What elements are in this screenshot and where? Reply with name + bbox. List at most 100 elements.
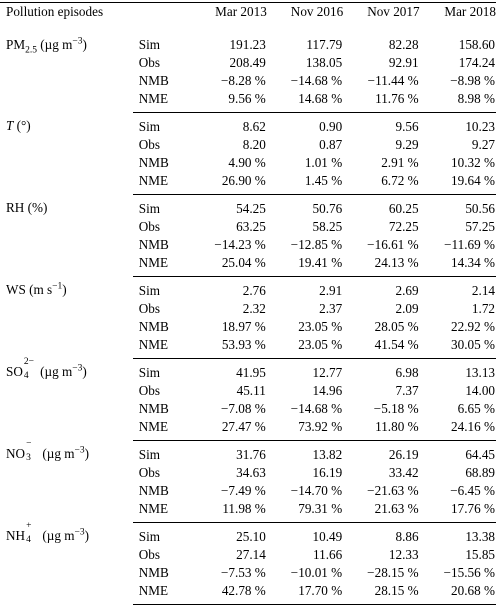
stat-label: Sim: [138, 446, 161, 462]
cell-mar-2018: 50.56: [465, 200, 495, 216]
header-stat-spacer: [132, 2, 184, 31]
table-row: T (°) Sim 8.62 0.90 9.56 10.23: [0, 112, 496, 136]
cell-nov-2016: −12.85 %: [290, 236, 343, 252]
cell-nov-2016: 73.92 %: [266, 417, 344, 441]
header-col-nov-2017: Nov 2017: [343, 2, 420, 31]
table-header: Pollution episodes Mar 2013 Nov 2016 Nov…: [0, 2, 496, 31]
cell-mar-2018: 15.85: [465, 546, 495, 562]
variable-main: NO: [6, 446, 26, 461]
stat-label: NME: [132, 417, 184, 441]
cell-nov-2016: −14.68 %: [290, 72, 343, 88]
stat-label: Obs: [138, 382, 161, 398]
stat-label: Sim: [138, 282, 161, 298]
cell-nov-2016: 13.82: [312, 446, 343, 462]
cell-mar-2013: 25.04 %: [183, 253, 267, 277]
variable-main: NH: [6, 528, 26, 543]
cell-nov-2017: 2.69: [395, 282, 419, 298]
cell-mar-2018: −6.45 %: [450, 482, 495, 498]
cell-nov-2017: 72.25: [388, 218, 419, 234]
cell-mar-2013: 45.11: [236, 382, 266, 398]
table-row: NMB −7.53 % −10.01 % −28.15 % −15.56 %: [0, 564, 496, 582]
header-col-mar-2018: Mar 2018: [419, 2, 496, 31]
cell-nov-2017: 2.09: [395, 300, 419, 316]
cell-mar-2013: 31.76: [236, 446, 266, 462]
variable-name: PM2.5 (µg m−3): [0, 31, 133, 113]
group-so4: SO 2− 4 (µg m−3) Sim 41.95 12.77 6.98 13.13 Obs 4…: [0, 357, 496, 441]
variable-name: WS (m s−1): [0, 276, 133, 358]
cell-nov-2017: −5.18 %: [373, 400, 419, 416]
variable-unit: (µg m: [39, 528, 75, 543]
cell-mar-2013: 42.78 %: [183, 581, 267, 605]
cell-mar-2013: 26.90 %: [183, 171, 267, 195]
variable-name: NH +4 (µg m−3): [0, 521, 133, 604]
cell-nov-2017: −21.63 %: [367, 482, 419, 498]
unit-close: ): [62, 282, 67, 297]
cell-nov-2016: 16.19: [312, 464, 343, 480]
table-row: NME 11.98 % 79.31 % 21.63 % 17.76 %: [0, 499, 496, 523]
table-row: NME 42.78 % 17.70 % 28.15 % 20.68 %: [0, 581, 496, 605]
cell-nov-2016: 1.01 %: [304, 154, 343, 170]
cell-mar-2013: 2.32: [242, 300, 266, 316]
cell-mar-2013: 4.90 %: [228, 154, 266, 170]
variable-unit: (%): [24, 200, 48, 215]
stat-label: NMB: [138, 482, 169, 498]
table-row: NME 9.56 % 14.68 % 11.76 % 8.98 %: [0, 89, 496, 113]
cell-mar-2013: 8.20: [242, 136, 266, 152]
cell-nov-2017: −28.15 %: [367, 564, 419, 580]
cell-mar-2018: 2.14: [471, 282, 495, 298]
cell-mar-2018: 30.05 %: [419, 335, 496, 359]
stat-label: Sim: [138, 200, 161, 216]
stat-label: NME: [132, 499, 184, 523]
cell-nov-2016: 2.37: [319, 300, 343, 316]
stat-label: Sim: [138, 364, 161, 380]
header-col-nov-2016: Nov 2016: [266, 2, 344, 31]
cell-nov-2016: 11.66: [313, 546, 343, 562]
table-row: Obs 2.32 2.37 2.09 1.72: [0, 300, 496, 318]
cell-mar-2018: 14.00: [465, 382, 495, 398]
header-col-mar-2013: Mar 2013: [183, 2, 267, 31]
stat-label: Sim: [138, 528, 161, 544]
cell-mar-2013: 27.14: [236, 546, 266, 562]
variable-name: RH (%): [0, 194, 133, 276]
variable-unit: (µg m: [39, 446, 75, 461]
stat-label: NMB: [138, 564, 169, 580]
table-row: Obs 8.20 0.87 9.29 9.27: [0, 136, 496, 154]
table-row: Obs 34.63 16.19 33.42 68.89: [0, 464, 496, 482]
cell-mar-2018: 10.32 %: [451, 154, 495, 170]
table-row: NMB −7.49 % −14.70 % −21.63 % −6.45 %: [0, 482, 496, 500]
table-row: NME 25.04 % 19.41 % 24.13 % 14.34 %: [0, 253, 496, 277]
cell-mar-2018: 8.98 %: [419, 89, 496, 113]
cell-mar-2013: 8.62: [242, 118, 266, 134]
cell-nov-2017: 11.80 %: [343, 417, 420, 441]
cell-mar-2018: −15.56 %: [443, 564, 495, 580]
ion-script-stack: 2− 4: [23, 357, 34, 381]
cell-nov-2017: 28.05 %: [374, 318, 419, 334]
cell-mar-2018: 22.92 %: [451, 318, 495, 334]
unit-close: ): [84, 528, 90, 543]
stat-label: Obs: [138, 546, 161, 562]
table-row: PM2.5 (µg m−3) Sim 191.23 117.79 82.28 158.60: [0, 31, 496, 55]
cell-mar-2018: 19.64 %: [419, 171, 496, 195]
cell-mar-2018: 20.68 %: [419, 581, 496, 605]
cell-nov-2017: 82.28: [388, 36, 419, 52]
cell-nov-2017: 9.56: [395, 118, 419, 134]
cell-nov-2017: 21.63 %: [343, 499, 420, 523]
cell-mar-2013: −7.08 %: [220, 400, 266, 416]
variable-main: SO: [6, 364, 23, 379]
unit-exponent: −3: [72, 36, 83, 47]
stat-label: Obs: [138, 136, 161, 152]
cell-nov-2016: −10.01 %: [290, 564, 343, 580]
cell-nov-2017: 92.91: [388, 54, 419, 70]
table-row: NMB −7.08 % −14.68 % −5.18 % 6.65 %: [0, 400, 496, 418]
stat-label: Obs: [138, 54, 161, 70]
cell-mar-2018: 1.72: [471, 300, 495, 316]
table-row: NME 53.93 % 23.05 % 41.54 % 30.05 %: [0, 335, 496, 359]
cell-mar-2018: 57.25: [465, 218, 495, 234]
cell-mar-2013: −14.23 %: [214, 236, 266, 252]
stat-label: Sim: [138, 36, 161, 52]
unit-close: ): [82, 36, 87, 52]
stat-label: NMB: [138, 154, 169, 170]
cell-nov-2016: −14.68 %: [290, 400, 343, 416]
cell-nov-2017: 6.72 %: [343, 171, 420, 195]
cell-nov-2017: 26.19: [388, 446, 419, 462]
